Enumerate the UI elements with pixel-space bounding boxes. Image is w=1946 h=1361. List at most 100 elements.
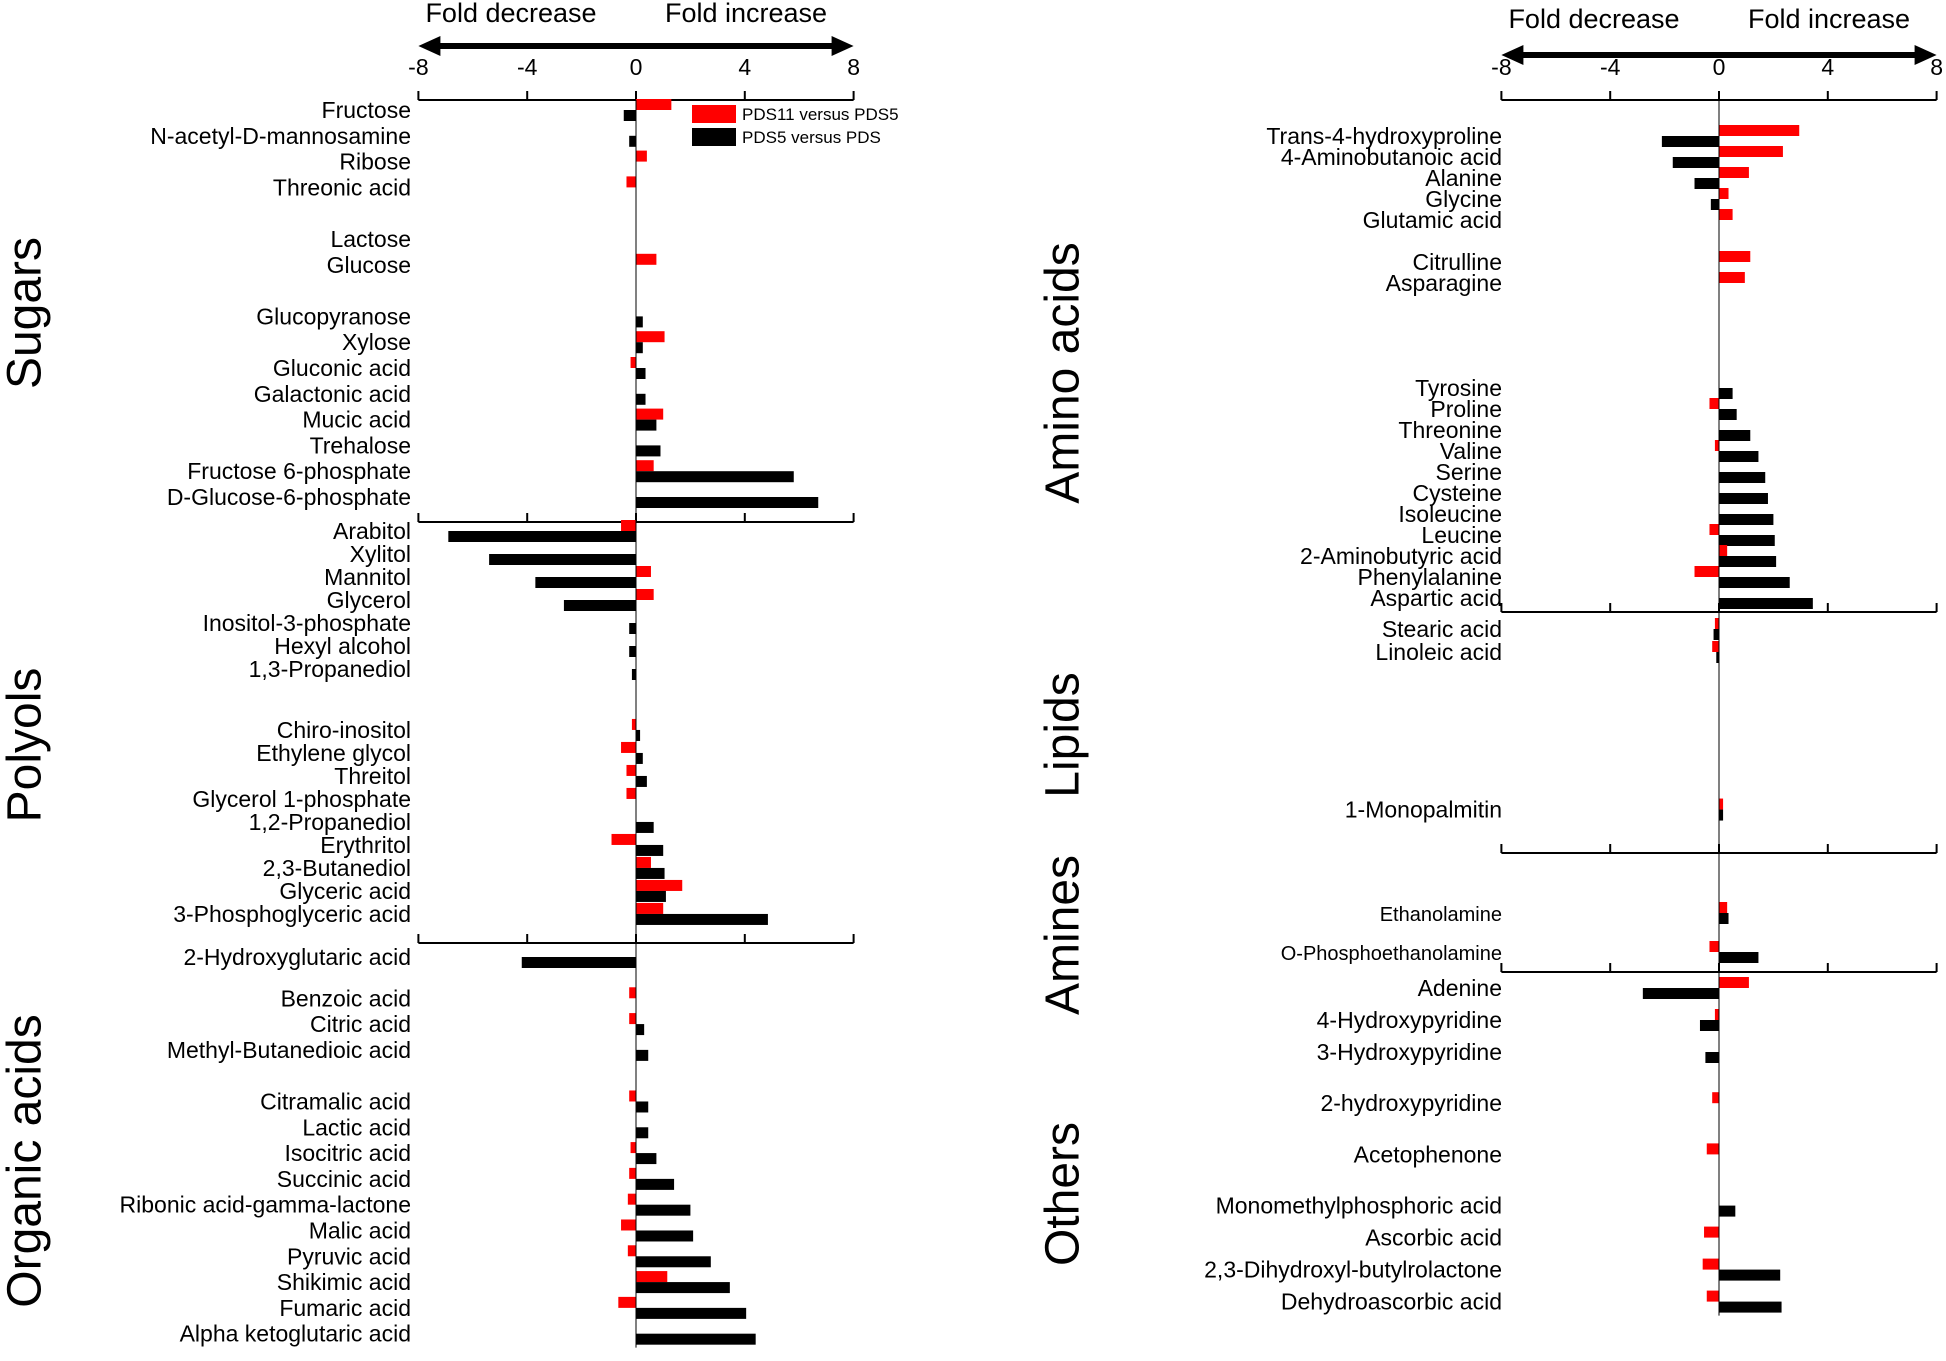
metabolite-label: Dehydroascorbic acid bbox=[1281, 1289, 1502, 1315]
bar-black-hexyl-alcohol bbox=[629, 646, 636, 657]
bar-red-phenylalanine bbox=[1694, 566, 1719, 577]
bar-red-ribose bbox=[636, 150, 647, 162]
metabolite-label: Inositol-3-phosphate bbox=[203, 610, 411, 636]
bar-black-2-aminobutyric-acid bbox=[1719, 556, 1777, 567]
bar-black-mucic-acid bbox=[636, 419, 657, 431]
bar-black-1-monopalmitin bbox=[1719, 809, 1724, 821]
metabolite-label: Succinic acid bbox=[277, 1166, 411, 1192]
metabolite-label: Lactic acid bbox=[302, 1114, 411, 1140]
right-tick-label-1: -4 bbox=[1600, 54, 1621, 80]
metabolite-label: Citric acid bbox=[310, 1011, 411, 1037]
bar-red-citrulline bbox=[1719, 251, 1751, 262]
metabolite-label: 4-Aminobutanoic acid bbox=[1281, 144, 1502, 170]
metabolite-label: Acetophenone bbox=[1354, 1141, 1502, 1167]
bar-black-glucopyranose bbox=[636, 316, 643, 328]
metabolite-label: Isocitric acid bbox=[284, 1140, 411, 1166]
metabolite-label: Glutamic acid bbox=[1363, 207, 1502, 233]
bar-black-arabitol bbox=[448, 531, 636, 542]
bar-red-2-hydroxypyridine bbox=[1712, 1092, 1719, 1104]
bar-black-fructose-6-phosphate bbox=[636, 471, 794, 483]
right-arrow-right-head bbox=[1914, 45, 1937, 65]
metabolite-label: Aspartic acid bbox=[1370, 585, 1502, 611]
metabolite-label: 2-Hydroxyglutaric acid bbox=[183, 944, 411, 970]
group-label-organic-acids: Organic acids bbox=[0, 1014, 52, 1307]
metabolite-label: Leucine bbox=[1421, 522, 1502, 548]
bar-red-ascorbic-acid bbox=[1704, 1226, 1719, 1238]
bar-red-citramalic-acid bbox=[629, 1090, 636, 1102]
bar-black-succinic-acid bbox=[636, 1178, 675, 1190]
legend-swatch-black bbox=[692, 128, 736, 146]
bar-red-mucic-acid bbox=[636, 408, 664, 420]
bar-red-proline bbox=[1709, 398, 1719, 409]
bar-red-leucine bbox=[1709, 524, 1719, 535]
bar-black-chiro-inositol bbox=[636, 729, 641, 741]
right-tick-label-3: 4 bbox=[1821, 54, 1834, 80]
bar-red-ethanolamine bbox=[1719, 902, 1728, 913]
bar-red-ribonic-acid-gamma-lactone bbox=[627, 1193, 636, 1205]
bar-red-fumaric-acid bbox=[618, 1296, 636, 1308]
metabolite-label: Citrulline bbox=[1413, 249, 1502, 275]
bar-black-glycerol bbox=[563, 600, 636, 611]
bar-black-phenylalanine bbox=[1719, 577, 1790, 588]
bar-black-gluconic-acid bbox=[636, 368, 646, 379]
bar-black-trehalose bbox=[636, 445, 661, 457]
bar-red-linoleic-acid bbox=[1712, 641, 1719, 652]
group-label-polyols: Polyols bbox=[0, 668, 52, 823]
metabolite-label: Xylose bbox=[342, 329, 411, 355]
bar-black-fumaric-acid bbox=[636, 1307, 747, 1319]
metabolite-label: 2,3-Dihydroxyl-butylrolactone bbox=[1204, 1257, 1502, 1283]
bar-black-1-2-propanediol bbox=[636, 821, 654, 833]
bar-black-xylose bbox=[636, 342, 643, 354]
bar-black-adenine bbox=[1642, 988, 1719, 999]
bar-black-malic-acid bbox=[636, 1230, 694, 1242]
right-fold-increase-label: Fold increase bbox=[1748, 4, 1910, 34]
bar-black-fructose bbox=[623, 110, 636, 121]
right-arrow-left-head bbox=[1501, 45, 1524, 65]
metabolite-label: Ribonic acid-gamma-lactone bbox=[120, 1192, 411, 1218]
bar-red-glutamic-acid bbox=[1719, 209, 1733, 220]
bar-red-mannitol bbox=[636, 566, 651, 577]
bar-black-2-3-dihydroxyl-butylrolactone bbox=[1719, 1269, 1781, 1281]
bar-red-fructose bbox=[636, 99, 672, 110]
bar-black-cysteine bbox=[1719, 493, 1768, 504]
bar-black-stearic-acid bbox=[1713, 629, 1719, 640]
metabolite-label: Fumaric acid bbox=[279, 1295, 411, 1321]
bar-black-3-hydroxypyridine bbox=[1705, 1052, 1719, 1063]
metabolite-label: Glucose bbox=[327, 252, 411, 278]
metabolite-label: Ethanolamine bbox=[1380, 904, 1502, 926]
metabolite-label: N-acetyl-D-mannosamine bbox=[150, 123, 411, 149]
bar-black-ethylene-glycol bbox=[636, 752, 643, 764]
bar-black-linoleic-acid bbox=[1716, 652, 1719, 663]
metabolite-label: 3-Hydroxypyridine bbox=[1317, 1039, 1502, 1065]
metabolite-label: 1,3-Propanediol bbox=[249, 656, 411, 682]
metabolite-label: Serine bbox=[1436, 459, 1502, 485]
metabolite-label: 4-Hydroxypyridine bbox=[1317, 1007, 1502, 1033]
legend-label-black: PDS5 versus PDS bbox=[742, 128, 881, 147]
bar-red-alanine bbox=[1719, 167, 1749, 178]
bar-black-glycine bbox=[1710, 199, 1719, 210]
bar-black-proline bbox=[1719, 409, 1737, 420]
bar-red-3-phosphoglyceric-acid bbox=[636, 902, 664, 914]
bar-black-citric-acid bbox=[636, 1024, 645, 1036]
right-tick-label-0: -8 bbox=[1491, 54, 1511, 80]
metabolite-label: Lactose bbox=[330, 226, 411, 252]
left-tick-label-0: -8 bbox=[408, 54, 428, 80]
left-tick-label-3: 4 bbox=[738, 54, 751, 80]
metabolite-label: Asparagine bbox=[1386, 270, 1502, 296]
left-arrow-left-head bbox=[418, 36, 441, 56]
metabolite-label: Alpha ketoglutaric acid bbox=[180, 1321, 411, 1347]
bar-black-valine bbox=[1719, 451, 1759, 462]
bar-black-shikimic-acid bbox=[636, 1282, 730, 1294]
metabolite-label: Threitol bbox=[334, 763, 411, 789]
bar-red-4-hydroxypyridine bbox=[1714, 1009, 1719, 1020]
metabolite-label: Mucic acid bbox=[302, 407, 411, 433]
legend-label-red: PDS11 versus PDS5 bbox=[742, 105, 899, 124]
bar-black-isoleucine bbox=[1719, 514, 1774, 525]
bar-red-chiro-inositol bbox=[631, 718, 636, 730]
metabolite-label: Shikimic acid bbox=[277, 1269, 411, 1295]
metabolite-label: Trans-4-hydroxyproline bbox=[1266, 123, 1502, 149]
bar-red-fructose-6-phosphate bbox=[636, 460, 654, 472]
bar-black-aspartic-acid bbox=[1719, 598, 1813, 609]
left-tick-label-1: -4 bbox=[517, 54, 538, 80]
right-tick-label-2: 0 bbox=[1713, 54, 1726, 80]
